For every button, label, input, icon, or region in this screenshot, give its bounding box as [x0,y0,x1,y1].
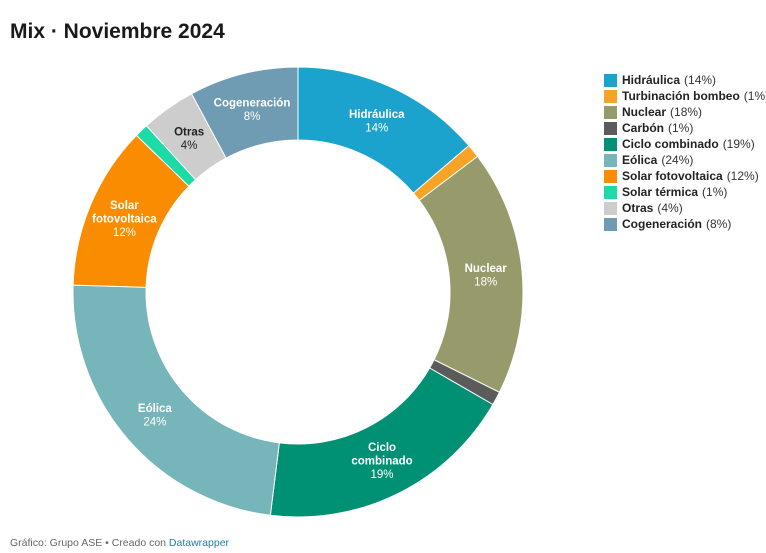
legend-item-hidraulica[interactable]: Hidráulica (14%) [604,72,764,88]
legend-swatch [604,169,617,183]
legend-label: Turbinación bombeo [622,89,740,103]
legend-swatch [604,73,617,87]
legend-item-turbinacion-bombeo[interactable]: Turbinación bombeo(1%) [604,88,766,104]
legend-value: (1%) [743,89,766,103]
slice-label-cogeneracion: Cogeneración 8% [214,97,291,123]
legend-item-ciclo-combinado[interactable]: Ciclo combinado (19%) [604,136,764,152]
legend-value: (18%) [670,105,703,119]
slice-label-nuclear: Nuclear 18% [465,263,508,289]
slice-cogeneracion[interactable] [190,66,299,159]
legend-swatch [604,153,617,167]
legend-value: (1%) [702,185,728,199]
legend-value: (12%) [726,169,759,183]
legend-swatch [604,185,617,199]
legend-item-carbon[interactable]: Carbón (1%) [604,120,764,136]
footer-source: Gráfico: Grupo ASE • Creado con [10,537,169,549]
legend-label: Eólica [622,153,658,167]
legend-swatch [604,121,617,135]
legend-label: Nuclear [622,105,667,119]
legend-label: Cogeneración [622,217,703,231]
slice-label-ciclo-combinado: Ciclo combinado 19% [351,442,412,481]
slice-label-eolica: Eólica 24% [138,403,172,429]
legend-label: Solar fotovoltaica [622,169,723,183]
legend-label: Otras [622,201,654,215]
legend-swatch [604,137,617,151]
legend-swatch [604,201,617,215]
legend-value: (4%) [657,201,683,215]
slice-eolica[interactable] [72,284,280,516]
legend-item-eolica[interactable]: Eólica (24%) [604,152,764,168]
legend-swatch [604,105,617,119]
legend-label: Solar térmica [622,185,699,199]
legend-value: (19%) [722,137,755,151]
legend-value: (8%) [706,217,732,231]
legend-item-solar-fotovoltaica[interactable]: Solar fotovoltaica (12%) [604,168,764,184]
legend-item-cogeneracion[interactable]: Cogeneración (8%) [604,216,764,232]
donut-chart: Hidráulica 14% Nuclear 18% Ciclo combinado 19%… [72,66,524,518]
slice-label-solar-fotovoltaica: Solar fotovoltaica 12% [92,200,157,239]
legend-item-nuclear[interactable]: Nuclear (18%) [604,104,764,120]
legend-value: (14%) [684,73,717,87]
legend-item-solar-termica[interactable]: Solar térmica (1%) [604,184,764,200]
legend-label: Hidráulica [622,73,681,87]
chart-footer: Gráfico: Grupo ASE • Creado con Datawrap… [10,537,229,549]
legend-value: (1%) [668,121,694,135]
legend-swatch [604,89,617,103]
chart-legend: Hidráulica(14%)Turbinación bombeo(1%)Nuc… [604,72,766,232]
legend-swatch [604,217,617,231]
slice-label-otras: Otras 4% [174,126,204,152]
chart-title: Mix · Noviembre 2024 [10,20,225,43]
legend-item-otras[interactable]: Otras (4%) [604,200,764,216]
slice-label-hidraulica: Hidráulica 14% [349,109,405,135]
datawrapper-link[interactable]: Datawrapper [168,537,230,549]
legend-value: (24%) [661,153,694,167]
legend-label: Carbón [622,121,664,135]
legend-label: Ciclo combinado [622,137,719,151]
